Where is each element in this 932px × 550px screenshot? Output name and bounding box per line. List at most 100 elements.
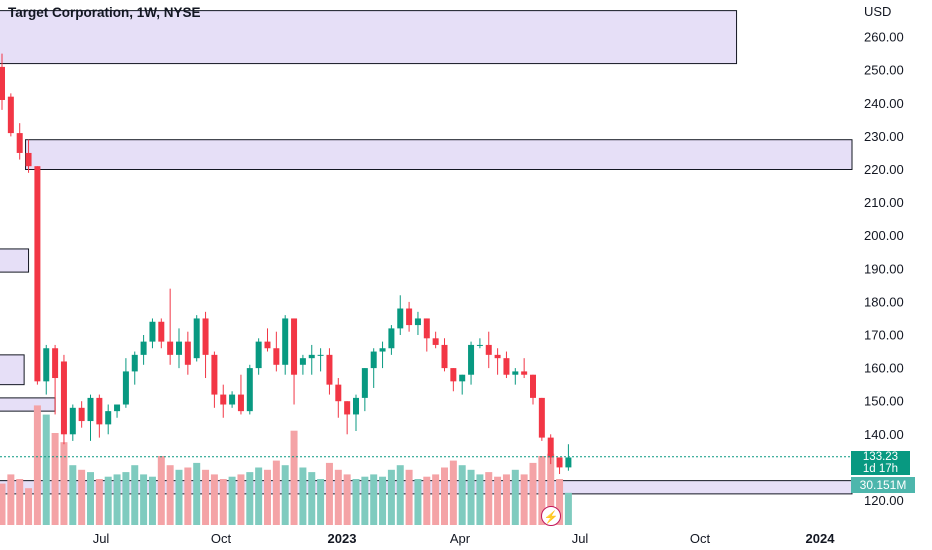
candle-body (485, 344, 492, 355)
volume-bar (25, 488, 33, 525)
x-tick-label: 2024 (806, 531, 836, 546)
volume-bar (476, 474, 484, 525)
candle-body (69, 407, 76, 435)
x-tick-label: 2023 (328, 531, 357, 546)
volume-bar (494, 476, 502, 525)
candle-body (131, 354, 138, 372)
candle-body (335, 384, 342, 402)
candle-body (538, 397, 545, 438)
volume-bar (538, 456, 546, 525)
volume-bar (458, 465, 466, 525)
x-tick-label: Oct (690, 531, 711, 546)
candle-body (565, 457, 572, 468)
candle-body (246, 368, 253, 412)
candle-body (105, 411, 112, 425)
candle-body (96, 397, 103, 425)
x-axis: Jul Oct 2023 Apr Jul Oct 2024 (93, 531, 836, 546)
volume-bar (352, 479, 360, 525)
candle-body (140, 341, 147, 355)
lightning-icon[interactable]: ⚡ (541, 506, 561, 526)
y-tick-label: 160.00 (864, 361, 904, 376)
volume-bar (122, 472, 130, 525)
volume-layer (0, 405, 572, 525)
candle-body (43, 348, 50, 382)
volume-bar (556, 479, 564, 525)
volume-bar (104, 476, 112, 525)
x-tick-label: Oct (211, 531, 232, 546)
candle-body (122, 371, 129, 405)
volume-bar (78, 469, 86, 525)
volume-bar (87, 472, 94, 525)
candle-body (78, 407, 85, 422)
candle-body (468, 344, 475, 375)
volume-bar (511, 469, 519, 525)
volume-bar (449, 460, 457, 525)
candle-body (353, 397, 359, 415)
volume-bar (16, 479, 24, 525)
volume-bar (69, 465, 77, 525)
volume-bar (51, 433, 59, 525)
candle-body (52, 348, 59, 379)
volume-bar (219, 479, 227, 525)
volume-bar (405, 469, 413, 525)
candle-body (317, 354, 324, 356)
candle-body (370, 351, 377, 369)
candle-body (87, 397, 94, 422)
volume-bar (290, 430, 298, 525)
candle-body (220, 394, 227, 405)
candle-body (450, 368, 457, 382)
volume-bar (502, 474, 510, 525)
zone-4 (0, 397, 56, 412)
zone-2 (0, 248, 30, 273)
volume-bar (379, 476, 387, 525)
candle-body (344, 401, 351, 415)
volume-bar (564, 492, 572, 525)
candle-body (299, 358, 306, 365)
currency-label: USD (864, 4, 892, 19)
candle-body (158, 321, 165, 342)
volume-bar (42, 414, 50, 525)
candle-body (547, 437, 554, 458)
last-price-tag: 133.23 1d 17h (851, 451, 910, 475)
volume-bar (529, 462, 537, 525)
y-tick-label: 200.00 (864, 228, 904, 243)
candle-body (114, 404, 121, 412)
candle-body (282, 318, 289, 365)
volume-bar (113, 474, 121, 525)
candle-body (176, 341, 182, 355)
volume-bar (60, 442, 68, 525)
y-tick-label: 220.00 (864, 162, 904, 177)
volume-bar (246, 472, 254, 525)
x-tick-label: Jul (572, 531, 589, 546)
candle-body (237, 394, 244, 412)
volume-bar (193, 462, 201, 525)
volume-bar (131, 465, 139, 525)
candle-body (379, 348, 386, 352)
y-tick-label: 190.00 (864, 261, 904, 276)
y-tick-label: 150.00 (864, 394, 904, 409)
volume-bar (255, 467, 263, 525)
candle-body (291, 318, 298, 375)
volume-bar (370, 474, 378, 525)
candle-body (512, 371, 519, 375)
x-tick-label: Jul (93, 531, 110, 546)
candle-body (361, 368, 368, 398)
candle-body (406, 308, 413, 326)
volume-bar (414, 479, 422, 525)
chart-title: Target Corporation, 1W, NYSE (8, 5, 201, 20)
candle-body (494, 354, 501, 359)
volume-bar (148, 476, 156, 525)
y-tick-label: 120.00 (864, 493, 904, 508)
volume-bar (334, 469, 342, 525)
candle-body (432, 338, 439, 345)
candle-body (255, 341, 262, 369)
volume-bar (157, 456, 165, 525)
x-tick-label: Apr (450, 531, 471, 546)
volume-bar (299, 467, 307, 525)
volume-bar (387, 469, 395, 525)
volume-bar (264, 469, 271, 525)
candle-body (397, 308, 404, 329)
y-tick-label: 210.00 (864, 195, 904, 210)
candle-body (34, 166, 41, 382)
